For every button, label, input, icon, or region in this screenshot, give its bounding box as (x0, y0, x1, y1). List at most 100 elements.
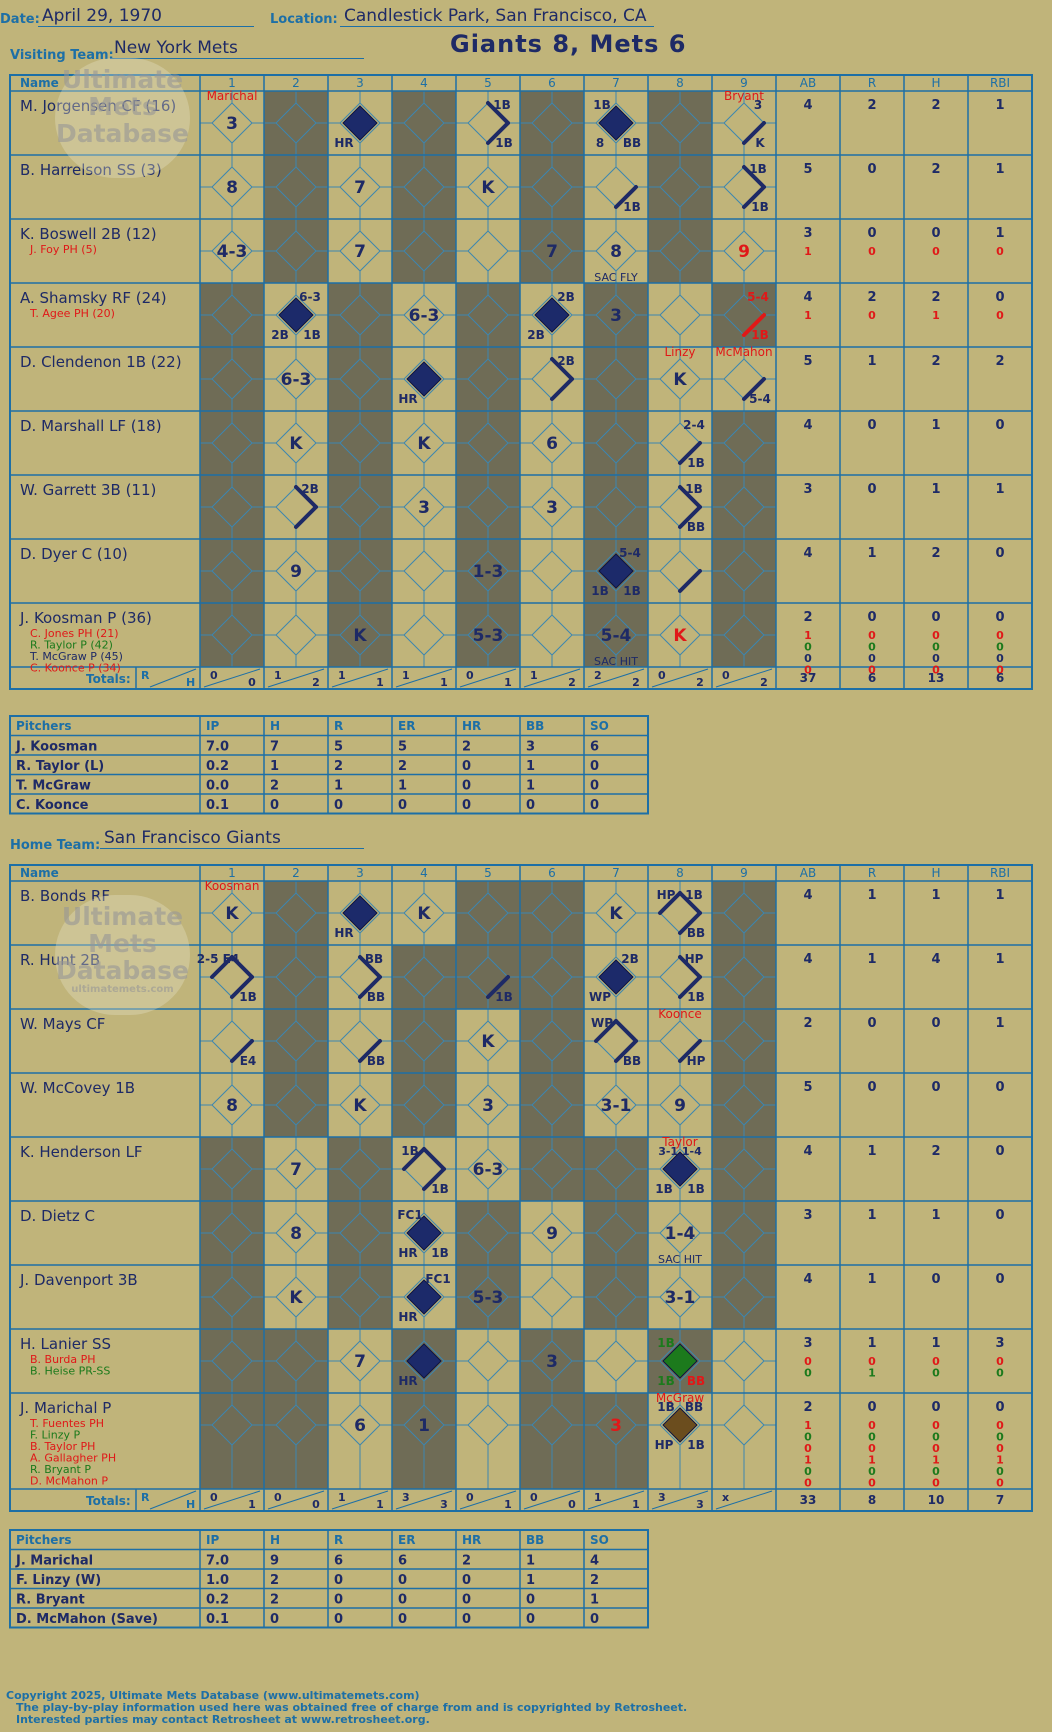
stat-value: 0 (804, 1431, 812, 1444)
totals-slash (267, 1490, 325, 1510)
pitcher-stat: 7.0 (206, 1554, 229, 1569)
base-path (742, 121, 766, 145)
play-notation: 1B (623, 584, 641, 598)
pitcher-header: ER (398, 719, 415, 733)
batter-name: W. Garrett 3B (11) (20, 481, 156, 499)
play-notation: K (673, 370, 687, 390)
base-path (614, 185, 638, 209)
play-notation: BB (687, 1374, 705, 1388)
inning-runs: 1 (338, 1491, 346, 1504)
watermark-line-1: Ultimate (61, 65, 184, 94)
pitcher-stat: T. McGraw (16, 779, 91, 794)
play-notation: K (417, 434, 431, 454)
play-notation: 4-3 (217, 242, 248, 262)
pitcher-stat: 2 (270, 779, 279, 794)
inning-header: 1 (228, 76, 236, 90)
base-path (678, 975, 702, 999)
play-notation: 3-1 (665, 1288, 696, 1308)
stat-value: 0 (995, 290, 1004, 305)
totals-slash (331, 1490, 389, 1510)
stat-value: 3 (995, 1336, 1004, 1351)
watermark-line-3: Database (55, 119, 190, 148)
scored-run-diamond (406, 1279, 442, 1315)
footer-retrosheet: The play-by-play information used here w… (16, 1701, 688, 1714)
stat-value: 1 (804, 629, 812, 642)
totals-slash (715, 668, 773, 688)
play-notation: 1 (418, 1416, 430, 1436)
play-notation: 1B (495, 990, 513, 1004)
pitcher-stat: J. Koosman (15, 740, 97, 755)
scored-run-diamond (598, 553, 634, 589)
total-stat: 33 (800, 1493, 817, 1507)
base-path (358, 955, 382, 979)
stat-value: 0 (931, 1272, 940, 1287)
pitcher-stat: 1 (270, 759, 279, 774)
stat-value: 0 (804, 1367, 812, 1380)
pitcher-header: HR (462, 719, 481, 733)
totals-slash (267, 668, 325, 688)
pitcher-stat: 0 (462, 798, 471, 813)
stat-value: 5 (803, 1080, 812, 1095)
stat-value: 2 (867, 290, 876, 305)
stat-value: 2 (931, 98, 940, 113)
base-path (742, 313, 766, 337)
stat-value: 0 (932, 1419, 940, 1432)
pitcher-stat: 0 (462, 1593, 471, 1608)
batter-name: D. Dietz C (20, 1207, 95, 1225)
base-path (230, 1039, 254, 1063)
play-notation: WP (591, 1016, 613, 1030)
totals-r-label: R (141, 669, 150, 682)
play-notation: 1B (751, 328, 769, 342)
pitcher-stat: 0 (526, 1612, 535, 1627)
sub-name: J. Foy PH (5) (29, 243, 97, 256)
play-notation: 3 (610, 1416, 622, 1436)
base-path (486, 975, 510, 999)
pitcher-stat: 3 (526, 740, 535, 755)
play-notation: 1-4 (665, 1224, 696, 1244)
inning-hits: 1 (376, 1498, 384, 1511)
score-title: Giants 8, Mets 6 (450, 30, 687, 58)
location-value: Candlestick Park, San Francisco, CA (340, 6, 654, 27)
stat-value: 1 (931, 1208, 940, 1223)
inning-runs: x (722, 1491, 729, 1504)
inning-runs: 0 (210, 669, 218, 682)
stat-value: 0 (804, 1355, 812, 1368)
pitcher-stat: 0 (398, 1573, 407, 1588)
sub-name: T. Fuentes PH (29, 1417, 104, 1430)
pitcher-header: R (334, 1533, 343, 1547)
stat-value: 1 (932, 1454, 940, 1467)
stat-value: 1 (867, 1144, 876, 1159)
pitcher-stat: 7.0 (206, 740, 229, 755)
play-notation: 6 (354, 1416, 366, 1436)
totals-r-label: R (141, 1491, 150, 1504)
base-path (742, 185, 766, 209)
play-notation: 3 (546, 498, 558, 518)
play-notation: 1B (685, 482, 703, 496)
stat-value: 0 (996, 629, 1004, 642)
play-notation: 1B (657, 1400, 675, 1414)
batter-name: W. Mays CF (20, 1015, 105, 1033)
pitcher-stat: 2 (398, 759, 407, 774)
sub-name: C. Koonce P (34) (30, 662, 121, 675)
pitcher-header: IP (206, 1533, 219, 1547)
stat-value: 0 (996, 1431, 1004, 1444)
pitcher-stat: 1 (334, 779, 343, 794)
scored-run-diamond (662, 1151, 698, 1187)
play-notation: 6 (546, 434, 558, 454)
stat-value: 0 (995, 1080, 1004, 1095)
inning-hits: 1 (504, 1498, 512, 1511)
stat-value: 1 (996, 1454, 1004, 1467)
stat-value: 1 (931, 418, 940, 433)
stat-value: 0 (867, 1080, 876, 1095)
batter-name: J. Koosman P (36) (19, 609, 152, 627)
inning-header: 7 (612, 866, 620, 880)
diamond-outline (467, 1340, 509, 1382)
base-path (294, 505, 318, 529)
stat-value: 1 (804, 1419, 812, 1432)
batter-name: D. Dyer C (10) (20, 545, 128, 563)
inning-header: 6 (548, 866, 556, 880)
base-path (678, 911, 702, 935)
stat-value: 0 (931, 1016, 940, 1031)
batter-name: M. Jorgensen CF (16) (20, 97, 176, 115)
stat-value: 0 (867, 1016, 876, 1031)
